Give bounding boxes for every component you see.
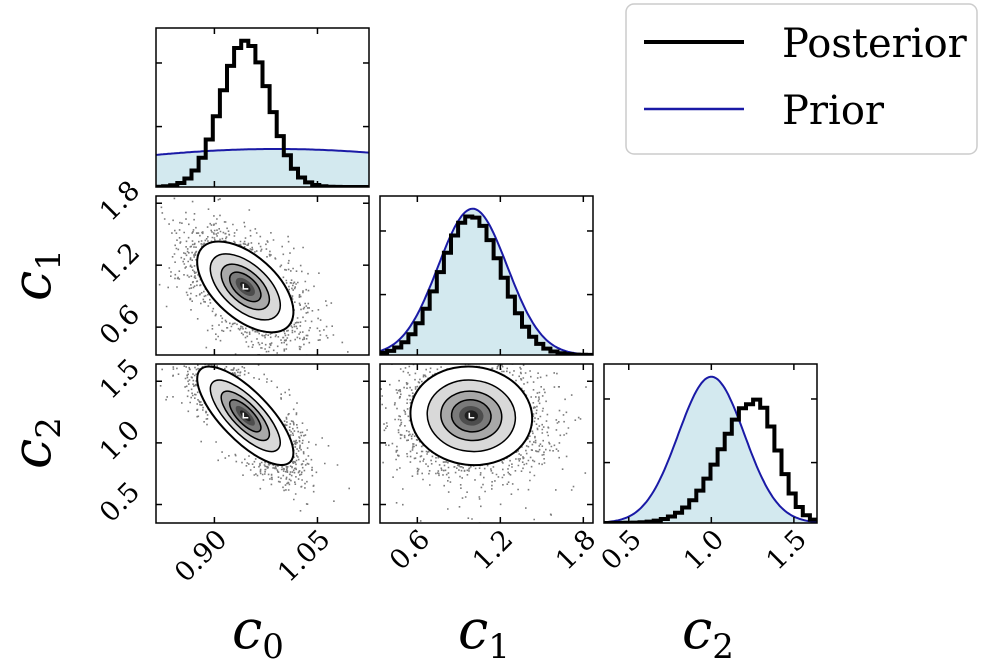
xtick-label-c1-2: 1.8: [550, 524, 602, 576]
prior-fill-c1: [380, 208, 593, 355]
mean-marker: [242, 412, 249, 419]
prior-curve-c1: [380, 207, 593, 355]
legend-label-posterior: Posterior: [782, 21, 968, 67]
legend: Posterior Prior: [625, 3, 978, 155]
ytick-label-c1-2: 1.8: [94, 175, 146, 227]
contour-level-5: [464, 410, 478, 422]
ytick-label-c1-1: 1.2: [94, 237, 146, 289]
panel-hist-c2: [603, 363, 818, 524]
legend-label-prior: Prior: [782, 88, 885, 134]
mean-marker: [242, 283, 249, 290]
ytick-label-c2-0: 0.5: [94, 476, 146, 528]
ytick-label-c1-0: 0.6: [94, 299, 146, 351]
xtick-label-c2-0: 0.5: [595, 524, 647, 576]
xtick-label-c0-0: 0.90: [169, 524, 233, 588]
prior-fill-c0: [156, 149, 369, 187]
ylabel-c2: c2: [0, 417, 69, 469]
panel-c1-c2: [379, 363, 594, 524]
posterior-hist-c2: [604, 397, 817, 523]
xtick-label-c1-0: 0.6: [384, 524, 436, 576]
xtick-label-c1-1: 1.2: [467, 524, 519, 576]
posterior-hist-c1: [380, 214, 593, 355]
posterior-hist-c0: [156, 38, 369, 187]
xlabel-c2: c2: [682, 598, 734, 662]
xlabel-c0: c0: [232, 598, 284, 662]
panel-c0-c2: [155, 363, 370, 524]
xtick-label-c2-2: 1.5: [761, 524, 813, 576]
xtick-label-c2-1: 1.0: [678, 524, 730, 576]
xtick-label-c0-1: 1.05: [272, 524, 336, 588]
panel-hist-c1: [379, 195, 594, 356]
ytick-label-c2-1: 1.0: [94, 415, 146, 467]
prior-curve-c0: [156, 148, 369, 156]
prior-curve-c2: [604, 375, 817, 523]
ylabel-c1: c1: [0, 249, 69, 301]
panel-hist-c0: [155, 27, 370, 188]
xlabel-c1: c1: [458, 598, 510, 662]
panel-c0-c1: [155, 195, 370, 356]
mean-marker: [468, 412, 475, 419]
ytick-label-c2-2: 1.5: [94, 353, 146, 405]
